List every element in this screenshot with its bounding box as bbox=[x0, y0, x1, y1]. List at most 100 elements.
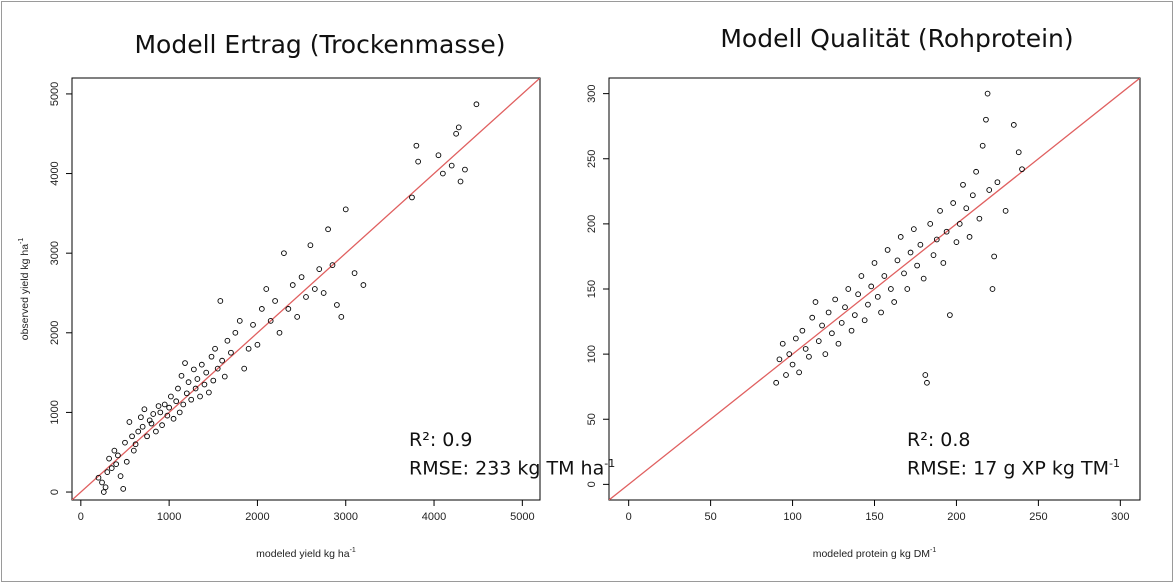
data-point bbox=[976, 215, 983, 222]
data-point bbox=[159, 422, 165, 429]
data-point bbox=[835, 340, 842, 347]
data-point bbox=[861, 317, 868, 324]
data-point bbox=[166, 404, 172, 411]
x-tick-label: 1000 bbox=[157, 511, 181, 523]
y-tick-label: 250 bbox=[586, 150, 598, 168]
data-point bbox=[289, 282, 296, 288]
data-point bbox=[409, 194, 415, 201]
data-point bbox=[150, 411, 157, 417]
data-point bbox=[236, 317, 243, 324]
x-axis-label-unit: -1 bbox=[930, 547, 936, 554]
x-axis-label-unit: -1 bbox=[350, 547, 356, 554]
data-point bbox=[940, 260, 947, 266]
data-point bbox=[325, 226, 331, 233]
data-point bbox=[228, 349, 234, 356]
data-point bbox=[455, 124, 462, 131]
data-point bbox=[334, 302, 340, 308]
data-point bbox=[832, 296, 839, 303]
x-tick-label: 2000 bbox=[245, 511, 269, 523]
r2-label-yield: R²: 0.9 bbox=[409, 429, 473, 451]
data-point bbox=[894, 257, 901, 264]
data-point bbox=[148, 420, 155, 427]
data-point bbox=[214, 365, 221, 372]
data-point bbox=[776, 356, 783, 363]
data-point bbox=[138, 414, 144, 421]
data-point bbox=[100, 489, 107, 495]
data-point bbox=[891, 299, 898, 305]
data-point bbox=[272, 298, 278, 304]
data-point bbox=[858, 273, 865, 279]
data-point bbox=[799, 327, 806, 334]
data-point bbox=[1010, 122, 1017, 128]
data-point bbox=[113, 461, 120, 468]
data-point bbox=[360, 282, 367, 288]
x-tick-label: 100 bbox=[783, 511, 801, 523]
y-tick-label: 100 bbox=[586, 345, 598, 363]
chart-protein: 0 50 100 150 200 250 300 0 50 100 150 200 250 300 mode… bbox=[586, 77, 1141, 560]
data-point bbox=[320, 290, 327, 296]
data-point bbox=[966, 234, 973, 240]
identity-line bbox=[72, 78, 540, 500]
data-point bbox=[178, 372, 185, 379]
data-point bbox=[201, 381, 208, 388]
data-point bbox=[258, 306, 265, 312]
y-tick-label: 4000 bbox=[49, 161, 61, 185]
data-point bbox=[194, 376, 201, 382]
data-point bbox=[106, 455, 112, 462]
y-tick-label: 3000 bbox=[49, 241, 61, 265]
data-point bbox=[848, 327, 855, 334]
data-point bbox=[845, 286, 852, 292]
data-point bbox=[874, 293, 881, 300]
r2-label-protein: R²: 0.8 bbox=[907, 429, 971, 451]
data-point bbox=[415, 158, 421, 165]
data-point bbox=[208, 353, 215, 360]
data-point bbox=[144, 433, 150, 440]
data-point bbox=[168, 393, 174, 400]
data-point bbox=[182, 360, 188, 366]
data-point bbox=[155, 403, 162, 409]
data-point bbox=[102, 484, 109, 491]
data-point bbox=[473, 101, 480, 108]
data-point bbox=[435, 152, 442, 159]
data-point bbox=[307, 242, 314, 249]
chart-yield: 0 1000 2000 3000 4000 5000 0 1000 2000 3000 4000 50… bbox=[18, 77, 541, 560]
data-point bbox=[914, 262, 920, 269]
data-point bbox=[783, 372, 789, 378]
y-axis-label-unit: -1 bbox=[18, 238, 25, 244]
data-point bbox=[855, 291, 861, 298]
data-point bbox=[983, 116, 989, 123]
data-point bbox=[462, 166, 468, 173]
data-point bbox=[191, 366, 197, 373]
data-point bbox=[303, 294, 309, 300]
data-point bbox=[963, 205, 970, 212]
data-point bbox=[164, 412, 171, 419]
data-point bbox=[881, 273, 888, 279]
data-point bbox=[453, 130, 459, 137]
data-point bbox=[440, 170, 446, 177]
data-point bbox=[126, 419, 133, 425]
data-point bbox=[1019, 166, 1025, 173]
data-point bbox=[786, 351, 793, 357]
data-point bbox=[937, 208, 943, 214]
data-point bbox=[104, 469, 111, 475]
data-point bbox=[917, 241, 924, 248]
data-point bbox=[188, 396, 195, 403]
data-point bbox=[123, 458, 130, 465]
data-point bbox=[221, 373, 228, 380]
data-point bbox=[994, 179, 1001, 186]
data-point bbox=[878, 309, 884, 316]
data-point bbox=[825, 309, 832, 316]
y-tick-label: 300 bbox=[586, 84, 598, 102]
data-point bbox=[311, 286, 318, 292]
data-point bbox=[910, 226, 917, 232]
data-point bbox=[153, 428, 159, 435]
data-point bbox=[884, 247, 891, 253]
x-tick-label: 150 bbox=[865, 511, 883, 523]
data-point bbox=[904, 286, 911, 292]
identity-line bbox=[609, 78, 1140, 500]
data-point bbox=[117, 473, 124, 479]
y-axis-label: observed yield kg ha-1 bbox=[18, 238, 31, 341]
data-point bbox=[254, 341, 261, 348]
plot-frame bbox=[71, 77, 541, 501]
